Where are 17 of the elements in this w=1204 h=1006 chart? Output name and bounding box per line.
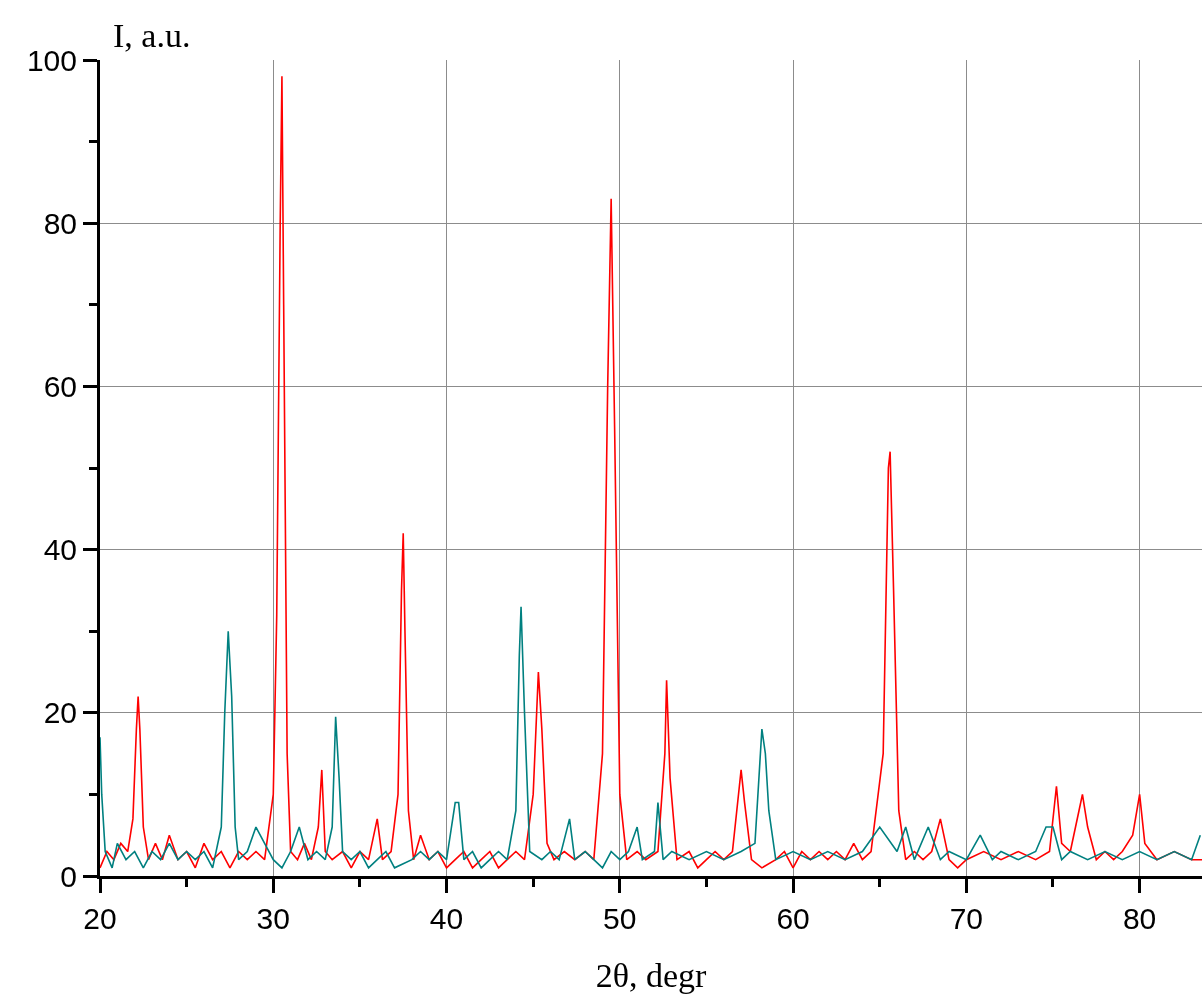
line-series bbox=[100, 605, 1202, 869]
x-tick-label: 30 bbox=[256, 902, 290, 935]
y-tick-label: 20 bbox=[43, 696, 77, 730]
y-tick-label: 100 bbox=[26, 43, 77, 77]
y-tick-label: 40 bbox=[43, 533, 77, 567]
x-tick-label: 60 bbox=[776, 902, 810, 935]
x-axis-title: 2θ, degr bbox=[595, 957, 708, 995]
y-tick-label: 60 bbox=[43, 369, 77, 403]
y-tick-label: 0 bbox=[60, 859, 77, 893]
x-tick-label: 80 bbox=[1122, 902, 1157, 935]
line-series bbox=[100, 75, 1202, 869]
x-tick-label: 70 bbox=[949, 902, 984, 935]
x-tick-label: 20 bbox=[83, 902, 117, 935]
x-tick-label: 40 bbox=[429, 902, 464, 935]
y-axis-title: I, a.u. bbox=[113, 17, 191, 54]
y-tick-label: 80 bbox=[43, 206, 77, 240]
x-tick-label: 50 bbox=[603, 902, 637, 935]
